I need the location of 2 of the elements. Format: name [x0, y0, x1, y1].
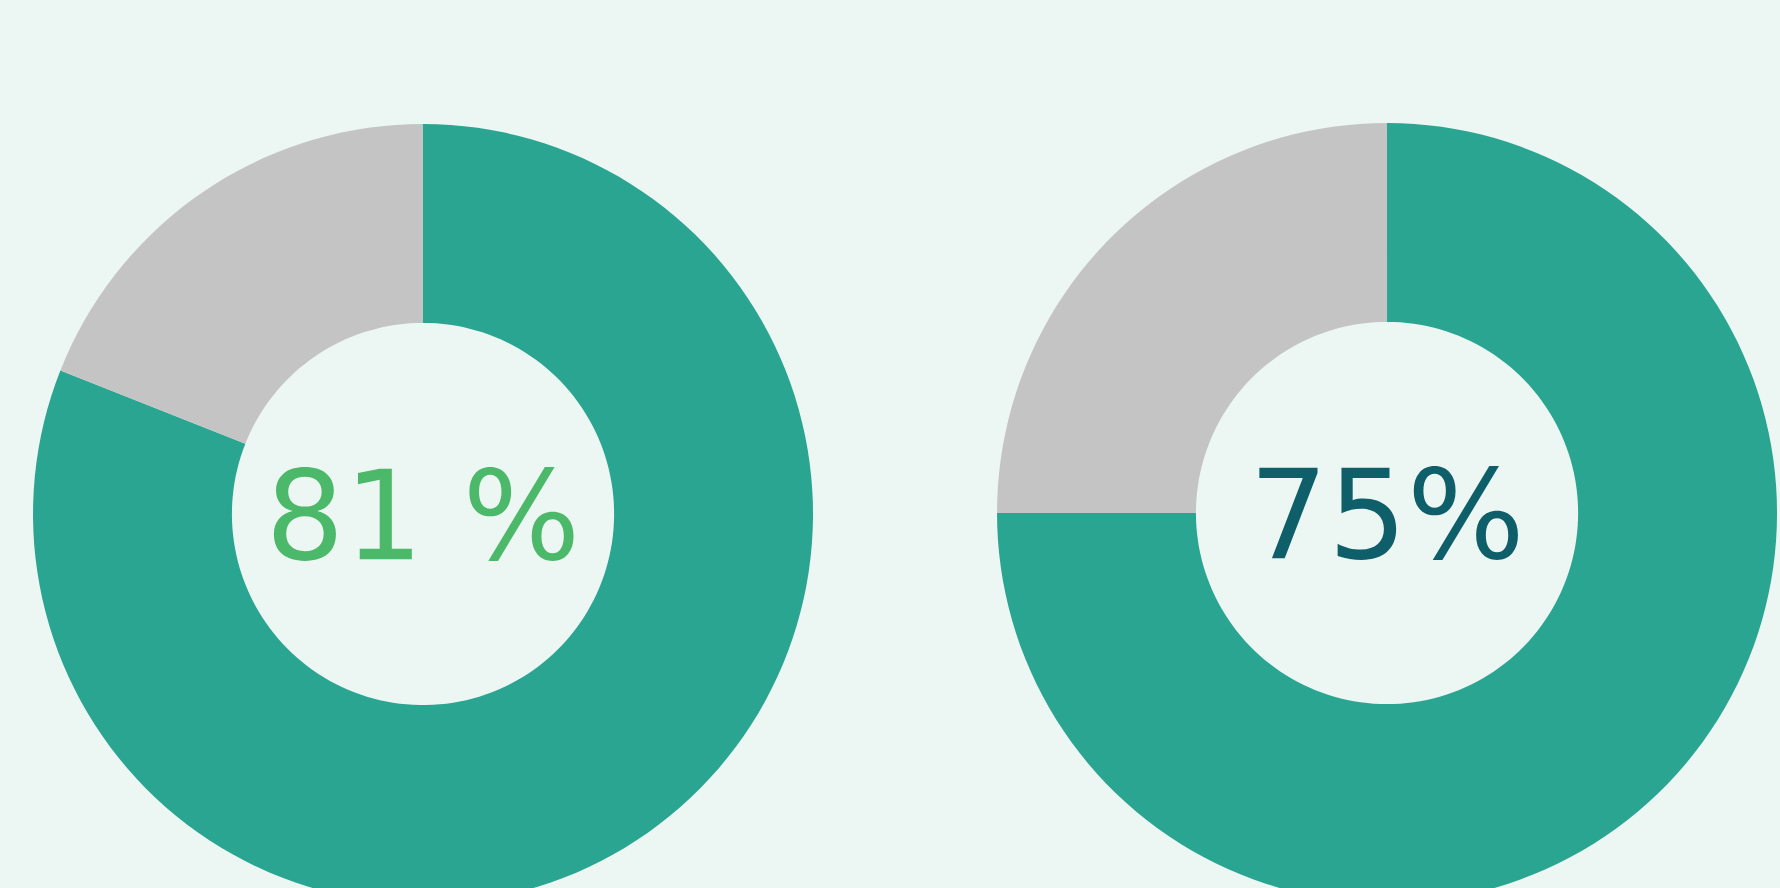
- text: 75%: [1259, 466, 1518, 560]
- text: 81 %: [273, 467, 574, 561]
